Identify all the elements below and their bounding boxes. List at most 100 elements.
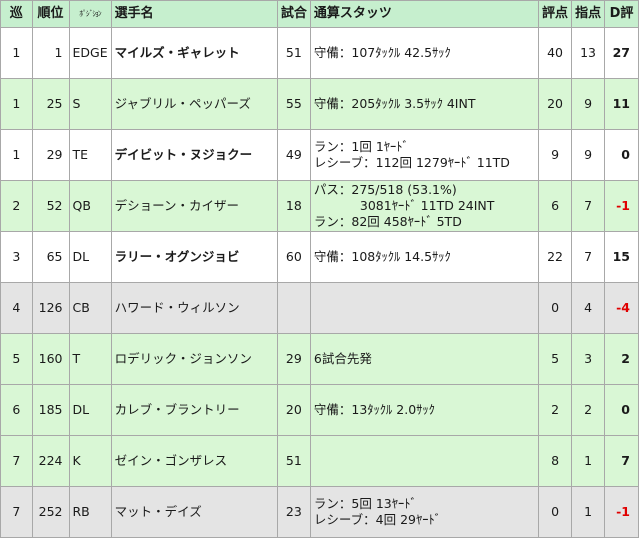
- round-cell[interactable]: 1: [0, 27, 33, 79]
- header-pick[interactable]: 順位: [31, 0, 70, 28]
- position-cell[interactable]: S: [68, 78, 112, 130]
- pick-cell[interactable]: 25: [31, 78, 70, 130]
- career-stats-cell[interactable]: 守備：13ﾀｯｸﾙ 2.0ｻｯｸ: [309, 384, 540, 436]
- pick-cell[interactable]: 224: [31, 435, 70, 487]
- indicator-cell[interactable]: 7: [571, 231, 606, 283]
- position-cell[interactable]: EDGE: [68, 27, 112, 79]
- header-player-name[interactable]: 選手名: [110, 0, 278, 28]
- career-stats-cell[interactable]: [309, 282, 540, 334]
- round-cell[interactable]: 6: [0, 384, 33, 436]
- score-cell[interactable]: 8: [538, 435, 573, 487]
- indicator-cell[interactable]: 3: [571, 333, 606, 385]
- d-score-cell[interactable]: 11: [604, 78, 639, 130]
- indicator-cell[interactable]: 4: [571, 282, 606, 334]
- pick-cell[interactable]: 160: [31, 333, 70, 385]
- position-cell[interactable]: T: [68, 333, 112, 385]
- player-name-cell[interactable]: カレブ・ブラントリー: [110, 384, 278, 436]
- position-cell[interactable]: TE: [68, 129, 112, 181]
- player-name-cell[interactable]: マイルズ・ギャレット: [110, 27, 278, 79]
- d-score-cell[interactable]: 15: [604, 231, 639, 283]
- d-score-cell[interactable]: 0: [604, 384, 639, 436]
- career-stats-cell[interactable]: [309, 435, 540, 487]
- player-name-cell[interactable]: ジャブリル・ペッパーズ: [110, 78, 278, 130]
- d-score-cell[interactable]: 2: [604, 333, 639, 385]
- indicator-cell[interactable]: 2: [571, 384, 606, 436]
- pick-cell[interactable]: 52: [31, 180, 70, 232]
- career-stats-cell[interactable]: パス：275/518 (53.1%) 3081ﾔｰﾄﾞ 11TD 24INT ラン：…: [309, 180, 540, 232]
- player-name-cell[interactable]: ラリー・オグンジョビ: [110, 231, 278, 283]
- pick-cell[interactable]: 185: [31, 384, 70, 436]
- player-name-cell[interactable]: ハワード・ウィルソン: [110, 282, 278, 334]
- score-cell[interactable]: 2: [538, 384, 573, 436]
- round-cell[interactable]: 7: [0, 486, 33, 538]
- header-round[interactable]: 巡: [0, 0, 33, 28]
- indicator-cell[interactable]: 9: [571, 129, 606, 181]
- games-cell[interactable]: 18: [276, 180, 311, 232]
- player-name-cell[interactable]: デイビット・ヌジョクー: [110, 129, 278, 181]
- pick-cell[interactable]: 65: [31, 231, 70, 283]
- career-stats-cell[interactable]: ラン：5回 13ﾔｰﾄﾞ レシーブ：4回 29ﾔｰﾄﾞ: [309, 486, 540, 538]
- pick-cell[interactable]: 252: [31, 486, 70, 538]
- indicator-cell[interactable]: 13: [571, 27, 606, 79]
- position-cell[interactable]: CB: [68, 282, 112, 334]
- position-cell[interactable]: DL: [68, 231, 112, 283]
- indicator-cell[interactable]: 9: [571, 78, 606, 130]
- pick-cell[interactable]: 1: [31, 27, 70, 79]
- games-cell[interactable]: 49: [276, 129, 311, 181]
- player-name-cell[interactable]: デショーン・カイザー: [110, 180, 278, 232]
- d-score-cell[interactable]: -1: [604, 180, 639, 232]
- career-stats-cell[interactable]: 6試合先発: [309, 333, 540, 385]
- header-position[interactable]: ﾎﾟｼﾞｼｮﾝ: [68, 0, 112, 28]
- score-cell[interactable]: 20: [538, 78, 573, 130]
- indicator-cell[interactable]: 7: [571, 180, 606, 232]
- games-cell[interactable]: 55: [276, 78, 311, 130]
- score-cell[interactable]: 22: [538, 231, 573, 283]
- score-cell[interactable]: 5: [538, 333, 573, 385]
- round-cell[interactable]: 7: [0, 435, 33, 487]
- career-stats-cell[interactable]: ラン：1回 1ﾔｰﾄﾞ レシーブ：112回 1279ﾔｰﾄﾞ 11TD: [309, 129, 540, 181]
- career-stats-cell[interactable]: 守備：107ﾀｯｸﾙ 42.5ｻｯｸ: [309, 27, 540, 79]
- d-score-cell[interactable]: -1: [604, 486, 639, 538]
- round-cell[interactable]: 1: [0, 78, 33, 130]
- player-name-cell[interactable]: ロデリック・ジョンソン: [110, 333, 278, 385]
- games-cell[interactable]: 60: [276, 231, 311, 283]
- header-career-stats[interactable]: 通算スタッツ: [309, 0, 540, 28]
- games-cell[interactable]: 29: [276, 333, 311, 385]
- player-name-cell[interactable]: ゼイン・ゴンザレス: [110, 435, 278, 487]
- position-cell[interactable]: QB: [68, 180, 112, 232]
- position-cell[interactable]: DL: [68, 384, 112, 436]
- round-cell[interactable]: 3: [0, 231, 33, 283]
- games-cell[interactable]: 20: [276, 384, 311, 436]
- score-cell[interactable]: 9: [538, 129, 573, 181]
- d-score-cell[interactable]: 27: [604, 27, 639, 79]
- header-indicator[interactable]: 指点: [571, 0, 606, 28]
- indicator-cell[interactable]: 1: [571, 435, 606, 487]
- games-cell[interactable]: [276, 282, 311, 334]
- round-cell[interactable]: 5: [0, 333, 33, 385]
- score-cell[interactable]: 40: [538, 27, 573, 79]
- games-cell[interactable]: 51: [276, 27, 311, 79]
- header-score[interactable]: 評点: [538, 0, 573, 28]
- pick-cell[interactable]: 126: [31, 282, 70, 334]
- career-stats-cell[interactable]: 守備：205ﾀｯｸﾙ 3.5ｻｯｸ 4INT: [309, 78, 540, 130]
- d-score-cell[interactable]: 7: [604, 435, 639, 487]
- games-cell[interactable]: 23: [276, 486, 311, 538]
- position-cell[interactable]: K: [68, 435, 112, 487]
- score-cell[interactable]: 0: [538, 282, 573, 334]
- career-stats-cell[interactable]: 守備：108ﾀｯｸﾙ 14.5ｻｯｸ: [309, 231, 540, 283]
- player-name-cell[interactable]: マット・デイズ: [110, 486, 278, 538]
- round-cell[interactable]: 4: [0, 282, 33, 334]
- d-score-cell[interactable]: -4: [604, 282, 639, 334]
- stat-line: 3081ﾔｰﾄﾞ 11TD 24INT: [359, 198, 495, 213]
- round-cell[interactable]: 1: [0, 129, 33, 181]
- position-cell[interactable]: RB: [68, 486, 112, 538]
- d-score-cell[interactable]: 0: [604, 129, 639, 181]
- header-d-score[interactable]: D評: [604, 0, 639, 28]
- header-games[interactable]: 試合: [276, 0, 311, 28]
- games-cell[interactable]: 51: [276, 435, 311, 487]
- score-cell[interactable]: 6: [538, 180, 573, 232]
- pick-cell[interactable]: 29: [31, 129, 70, 181]
- indicator-cell[interactable]: 1: [571, 486, 606, 538]
- round-cell[interactable]: 2: [0, 180, 33, 232]
- score-cell[interactable]: 0: [538, 486, 573, 538]
